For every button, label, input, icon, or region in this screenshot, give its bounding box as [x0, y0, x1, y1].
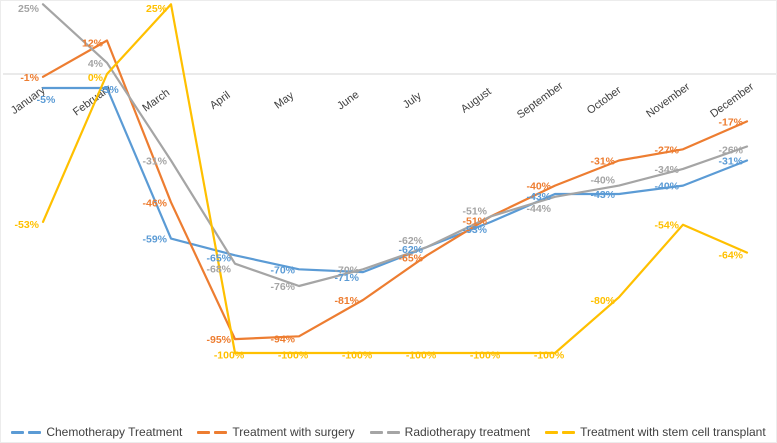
- category-label: March: [140, 87, 172, 115]
- line-dash-icon: [369, 430, 400, 434]
- data-label: -5%: [100, 84, 119, 96]
- data-label: -43%: [590, 189, 615, 201]
- series-line-0: [41, 86, 749, 274]
- data-label: -70%: [270, 264, 295, 276]
- data-label: 25%: [18, 3, 40, 15]
- line-dash-icon: [545, 430, 576, 434]
- category-label: October: [585, 84, 624, 117]
- data-label: -54%: [654, 220, 679, 232]
- data-label: -71%: [334, 272, 359, 284]
- legend-item-surgery: Treatment with surgery: [197, 425, 355, 439]
- category-label: September: [515, 80, 566, 122]
- series-line-3: [41, 3, 749, 355]
- category-label: August: [459, 86, 494, 116]
- series-line-2: [41, 3, 749, 288]
- data-label: 0%: [88, 72, 104, 84]
- data-label: -31%: [142, 156, 167, 168]
- data-label: -40%: [590, 175, 615, 187]
- data-label: -31%: [590, 156, 615, 168]
- data-label: -53%: [462, 224, 487, 236]
- data-label: -62%: [398, 244, 423, 256]
- data-label: -44%: [526, 203, 551, 215]
- category-label: July: [401, 90, 424, 112]
- category-label: June: [335, 89, 361, 113]
- legend-item-stem-cell: Treatment with stem cell transplant: [545, 425, 766, 439]
- category-label: April: [208, 89, 233, 112]
- data-label: -27%: [654, 144, 679, 156]
- data-label: -64%: [718, 250, 743, 262]
- data-label: -65%: [206, 252, 231, 264]
- data-label: -100%: [214, 350, 245, 362]
- data-label: -53%: [14, 219, 39, 231]
- data-label: -80%: [590, 295, 615, 307]
- data-label: -100%: [278, 350, 309, 362]
- data-label: -31%: [718, 156, 743, 168]
- legend-label: Radiotherapy treatment: [404, 425, 531, 439]
- line-chart: January February March April May June July Augu…: [3, 3, 776, 362]
- category-label: December: [708, 81, 756, 121]
- data-label: -100%: [342, 350, 373, 362]
- data-label: -5%: [37, 94, 56, 106]
- legend-label: Treatment with stem cell transplant: [580, 425, 766, 439]
- data-label: -68%: [206, 264, 231, 276]
- data-label: 12%: [82, 38, 104, 50]
- data-label: -59%: [142, 234, 167, 246]
- series-line-1: [41, 39, 749, 341]
- data-label: 25%: [146, 3, 168, 15]
- chart-legend: Chemotherapy Treatment Treatment with su…: [1, 425, 776, 439]
- data-label: -40%: [654, 181, 679, 193]
- data-label: -76%: [270, 281, 295, 293]
- legend-item-chemotherapy: Chemotherapy Treatment: [11, 425, 182, 439]
- line-dash-icon: [197, 430, 228, 434]
- data-label: -70%: [334, 264, 359, 276]
- data-label: -100%: [534, 350, 565, 362]
- category-label: May: [272, 89, 296, 111]
- data-label: -40%: [526, 181, 551, 193]
- data-label: -46%: [142, 197, 167, 209]
- data-label: -100%: [406, 350, 437, 362]
- data-label: -17%: [718, 116, 743, 128]
- data-label: 4%: [88, 58, 104, 70]
- legend-item-radiotherapy: Radiotherapy treatment: [369, 425, 531, 439]
- legend-label: Chemotherapy Treatment: [46, 425, 183, 439]
- data-label: -51%: [462, 215, 487, 227]
- legend-label: Treatment with surgery: [232, 425, 355, 439]
- data-label: -43%: [526, 191, 551, 203]
- data-label: -94%: [270, 333, 295, 345]
- data-label: -95%: [206, 334, 231, 346]
- data-label: -81%: [334, 295, 359, 307]
- data-label: -34%: [654, 164, 679, 176]
- category-label: November: [644, 81, 692, 121]
- data-label: -51%: [462, 205, 487, 217]
- data-label: -26%: [718, 145, 743, 157]
- data-label: -100%: [470, 350, 501, 362]
- data-label: -1%: [20, 72, 39, 84]
- data-label: -65%: [398, 252, 423, 264]
- data-label: -62%: [398, 235, 423, 247]
- line-dash-icon: [11, 430, 42, 434]
